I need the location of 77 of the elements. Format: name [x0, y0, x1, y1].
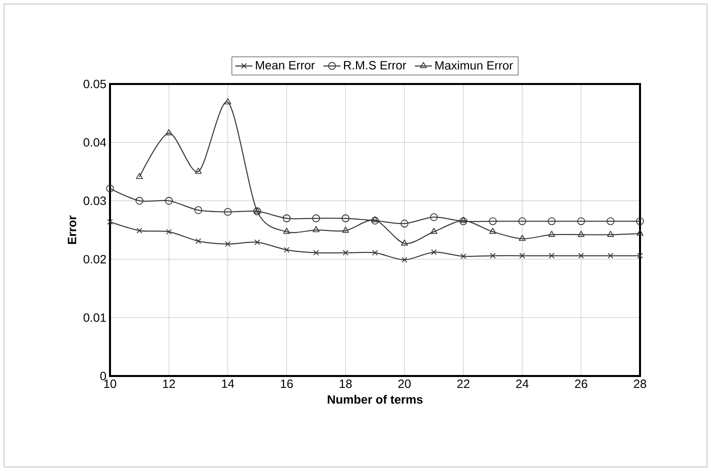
point — [313, 250, 319, 256]
point — [253, 207, 262, 216]
point — [402, 256, 408, 263]
x-axis-title: Number of terms — [328, 394, 423, 404]
point — [401, 240, 408, 246]
point — [371, 216, 379, 225]
point — [548, 217, 556, 226]
point — [342, 250, 348, 256]
x-tick-label: 24 — [516, 380, 529, 388]
point — [430, 228, 438, 234]
point — [283, 228, 290, 234]
point — [400, 220, 408, 228]
point — [607, 230, 614, 237]
y-tick-label: 0.03 — [84, 196, 106, 206]
point — [577, 217, 586, 226]
x-tick-label: 20 — [398, 380, 411, 388]
y-tick-label: 0.01 — [84, 313, 106, 322]
point — [430, 213, 438, 222]
y-axis-title: Error — [68, 216, 76, 244]
point — [107, 218, 113, 225]
x-tick-label: 18 — [340, 380, 352, 388]
point — [460, 216, 467, 223]
point — [194, 206, 202, 214]
legend-label: Maximun Error — [435, 60, 513, 70]
y-tick-label: 0.04 — [84, 138, 106, 147]
point — [136, 196, 144, 205]
point — [488, 217, 497, 226]
point — [460, 253, 466, 260]
x-tick-label: 26 — [575, 380, 588, 388]
point — [518, 217, 526, 226]
point — [164, 196, 173, 205]
point — [637, 252, 643, 259]
point — [224, 98, 232, 104]
legend-label: Mean Error — [256, 61, 315, 70]
point — [136, 172, 143, 180]
point — [195, 238, 202, 244]
point — [342, 226, 349, 233]
point — [106, 184, 114, 192]
point — [372, 216, 378, 222]
point — [165, 129, 172, 136]
point — [490, 252, 496, 259]
y-tick-label: 0.02 — [84, 254, 106, 264]
point — [636, 217, 644, 226]
point — [636, 230, 644, 236]
x-tick-label: 12 — [163, 380, 175, 388]
point — [194, 168, 202, 174]
point — [254, 239, 260, 246]
point — [606, 217, 614, 226]
point — [608, 252, 614, 259]
y-tick-label: 0 — [100, 372, 106, 380]
point — [548, 252, 555, 259]
x-tick-label: 10 — [104, 380, 116, 388]
x-tick-label: 28 — [634, 380, 646, 388]
point — [459, 217, 468, 226]
point — [342, 214, 350, 222]
point — [578, 252, 584, 259]
point — [578, 230, 585, 237]
point — [224, 241, 231, 247]
point — [312, 226, 320, 232]
point — [136, 228, 142, 234]
x-tick-label: 14 — [222, 380, 234, 388]
point — [519, 252, 526, 259]
y-tick-label: 0.05 — [84, 80, 106, 88]
point — [224, 208, 232, 216]
point — [518, 234, 526, 241]
x-tick-label: 16 — [280, 380, 293, 388]
point — [282, 214, 291, 222]
point — [254, 207, 261, 214]
x-tick-label: 22 — [457, 380, 470, 388]
point — [312, 214, 320, 222]
point — [489, 228, 496, 234]
point — [372, 250, 378, 256]
point — [166, 228, 172, 235]
point — [548, 230, 556, 237]
legend-label: R.M.S Error — [344, 61, 406, 70]
point — [431, 249, 437, 256]
point — [284, 246, 290, 253]
